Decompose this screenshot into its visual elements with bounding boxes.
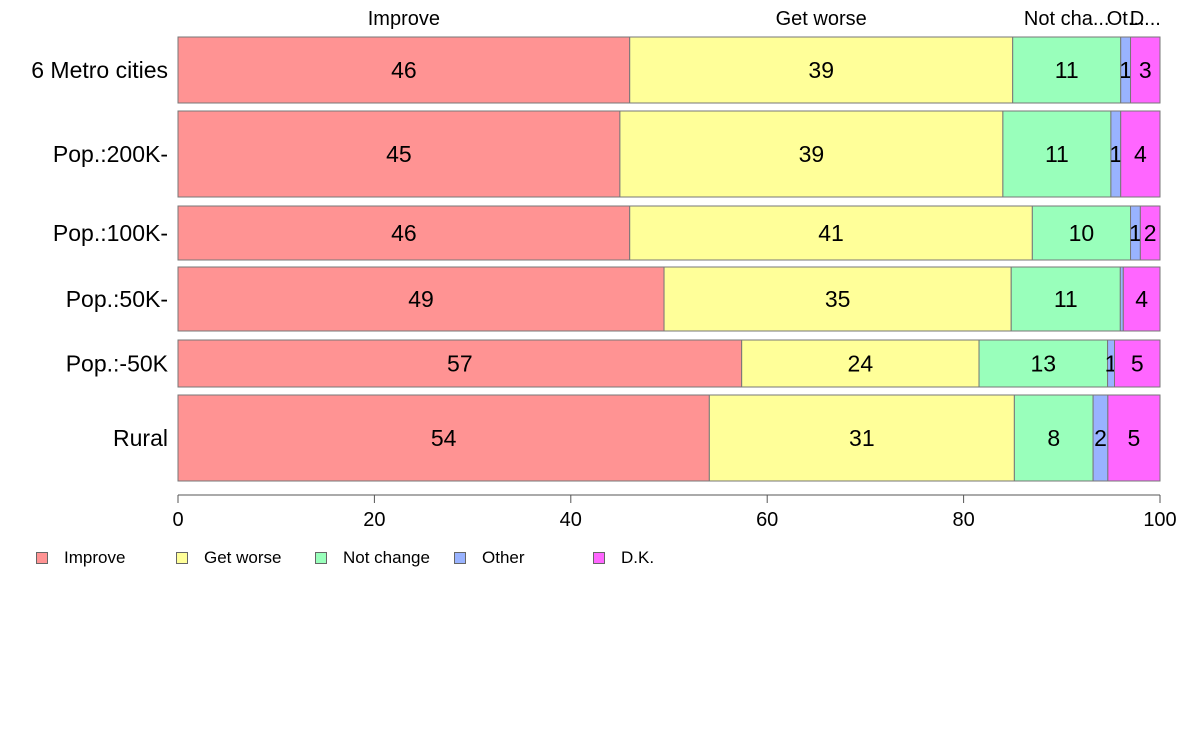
x-tick-label: 80 [952,509,974,531]
data-label: 1 [1109,141,1122,167]
bar-segment [1002,110,1112,198]
segment-header-label: Not cha... [1024,8,1110,30]
data-label: 49 [408,286,434,312]
data-label: 41 [818,220,844,246]
data-label: 45 [386,141,412,167]
data-label: 24 [848,351,874,377]
legend-swatch [454,552,466,564]
data-label: 11 [1054,286,1078,312]
bar-segment [619,110,1004,198]
data-label: 35 [825,286,851,312]
segment-header-label: D... [1130,8,1161,30]
bar-segment [1031,205,1132,261]
category-labels: 6 Metro cities Pop.:200K- Pop.:100K- Pop.:5… [31,57,168,451]
x-tick-label: 20 [363,509,385,531]
x-axis: 0 20 40 60 80 100 [172,494,1177,531]
category-label: Rural [113,425,168,451]
data-label: 54 [431,425,457,451]
bar-segment [177,394,710,482]
bar-segment [1139,205,1161,261]
legend-swatch [36,552,48,564]
bar-segment [177,339,743,388]
bar-area: 46 39 11 1 345 39 11 1 446 41 10 1 249 35 11 457 24 13 1 55… [177,36,1161,482]
data-label: 11 [1055,57,1079,83]
legend-item: D.K. [593,548,654,568]
data-label: 57 [447,351,473,377]
data-label: 39 [799,141,825,167]
legend-label: Not change [343,548,430,567]
bar-segment [1013,394,1094,482]
data-label: 8 [1047,425,1060,451]
data-label: 5 [1131,351,1144,377]
legend-swatch [593,552,605,564]
legend-item: Not change [315,548,430,568]
legend-swatch [315,552,327,564]
data-label: 46 [391,57,417,83]
bar-segment [708,394,1015,482]
legend-label: Get worse [204,548,282,567]
legend-item: Other [454,548,525,568]
data-label: 3 [1139,57,1152,83]
bar-segment [629,36,1014,104]
data-label: 1 [1119,57,1132,83]
x-tick-label: 100 [1143,509,1176,531]
data-label: 11 [1045,141,1069,167]
category-label: Pop.:200K- [53,141,168,167]
x-tick-label: 0 [172,509,183,531]
category-label: Pop.:100K- [53,220,168,246]
data-label: 39 [808,57,834,83]
category-label: Pop.:50K- [66,286,168,312]
legend-label: Other [482,548,525,567]
bar-segment [741,339,980,388]
segment-header-label: Improve [368,8,440,30]
x-tick-label: 40 [560,509,582,531]
data-label: 13 [1031,351,1057,377]
segment-header-label: Ot... [1107,8,1145,30]
data-label: 31 [849,425,875,451]
bar-segment [1120,110,1161,198]
data-label: 10 [1069,220,1095,246]
data-label: 4 [1135,286,1148,312]
x-tick-label: 60 [756,509,778,531]
data-label: 2 [1144,220,1157,246]
legend-item: Get worse [176,548,281,568]
bar-segment [177,266,665,332]
segment-header-label: Get worse [776,8,867,30]
bar-segment [177,205,631,261]
data-label: 5 [1128,425,1141,451]
bar-segment [1122,266,1161,332]
legend-label: D.K. [621,548,655,567]
bar-segment [1114,339,1161,388]
category-label: 6 Metro cities [31,57,168,83]
bar-segment [177,110,621,198]
legend-swatch [176,552,188,564]
bar-segment [629,205,1033,261]
data-label: 1 [1129,220,1142,246]
segment-header-labels: Improve Get worse Not cha...Ot...D... [368,8,1161,30]
category-label: Pop.:-50K [66,351,169,377]
bar-segment [1130,36,1161,104]
bar-segment [1107,394,1161,482]
data-label: 4 [1134,141,1147,167]
data-label: 46 [391,220,417,246]
data-label: 2 [1094,425,1107,451]
legend-item: Improve [36,548,125,568]
legend-label: Improve [64,548,126,567]
